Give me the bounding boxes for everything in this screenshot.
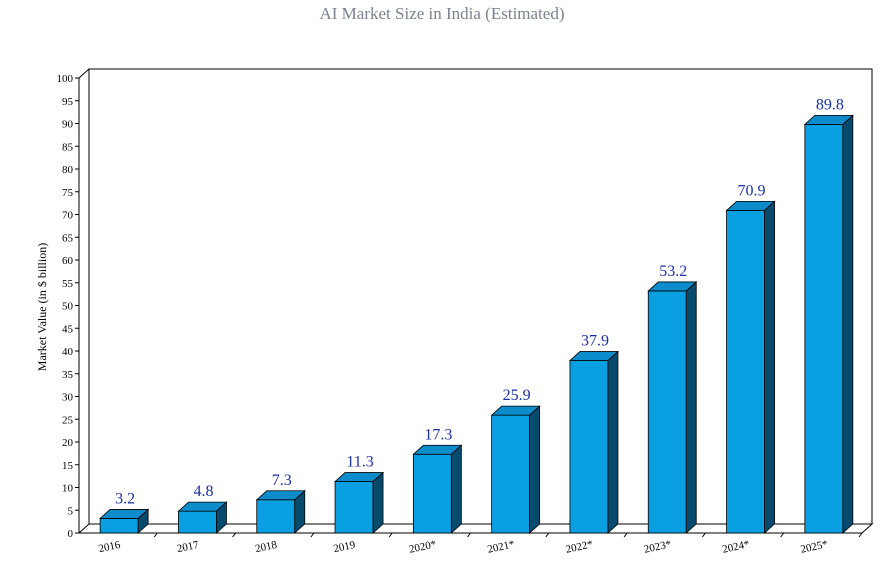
y-tick-label: 95 xyxy=(62,96,74,108)
bar-side xyxy=(372,471,384,534)
y-tick-label: 80 xyxy=(62,164,74,176)
bar-front xyxy=(726,210,765,534)
x-tick-label: 2018 xyxy=(254,539,279,555)
bar xyxy=(490,405,541,534)
x-tick-mark xyxy=(467,532,471,538)
data-label: 37.9 xyxy=(581,333,609,350)
y-tick-label: 30 xyxy=(62,392,74,404)
bar-side xyxy=(450,444,462,534)
chart-back-wall xyxy=(88,68,873,525)
bar xyxy=(255,489,306,534)
bar-front xyxy=(99,518,139,534)
y-tick-label: 0 xyxy=(68,528,74,540)
data-label: 17.3 xyxy=(424,426,452,443)
y-tick-label: 35 xyxy=(62,369,74,381)
x-tick-mark xyxy=(310,532,315,538)
y-tick-label: 100 xyxy=(57,73,74,85)
bar-front xyxy=(491,414,531,534)
data-label: 3.2 xyxy=(115,490,135,507)
bar-front xyxy=(412,453,452,534)
y-tick-label: 5 xyxy=(68,505,74,517)
data-label: 89.8 xyxy=(816,96,844,113)
data-label: 25.9 xyxy=(503,387,531,404)
y-tick-label: 50 xyxy=(62,301,74,313)
x-tick-mark xyxy=(232,532,237,538)
x-axis-ticks: 2016 2017 2018 2019 2020* 2021* 2022* 2023* 2024… xyxy=(98,532,863,556)
bar xyxy=(647,281,698,534)
bar-side xyxy=(137,508,149,534)
data-label: 4.8 xyxy=(193,483,213,500)
data-labels: 3.2 4.8 7.3 11.3 17.3 25.9 37.9 53.2 70.9 89.8 xyxy=(115,96,844,507)
bar xyxy=(334,471,385,534)
x-tick-mark xyxy=(545,532,550,538)
bar xyxy=(412,444,463,534)
x-tick-label: 2016 xyxy=(98,539,123,555)
x-tick-label: 2024* xyxy=(721,538,750,555)
y-tick-label: 45 xyxy=(62,323,74,335)
bar-side xyxy=(685,281,697,534)
bar-side xyxy=(294,489,306,534)
bar xyxy=(803,114,854,534)
y-axis-ticks: 0 5 10 15 20 25 30 35 40 45 50 55 60 65 70 75 80 85 90 95 10… xyxy=(57,73,79,540)
y-tick-label: 70 xyxy=(62,210,74,222)
axis-corner xyxy=(78,68,90,79)
bar-side xyxy=(764,200,775,534)
bars xyxy=(99,114,854,534)
y-tick-label: 75 xyxy=(62,187,74,199)
x-tick-mark xyxy=(702,532,706,538)
y-tick-label: 10 xyxy=(62,483,74,495)
bar-front xyxy=(647,290,687,534)
y-tick-label: 60 xyxy=(62,255,74,267)
y-tick-label: 20 xyxy=(62,437,74,449)
x-tick-mark xyxy=(153,532,158,538)
x-tick-label: 2020* xyxy=(408,538,437,555)
bar-side xyxy=(607,350,619,534)
x-tick-mark xyxy=(388,532,393,538)
y-tick-label: 90 xyxy=(62,119,74,131)
y-tick-label: 65 xyxy=(62,232,74,244)
data-label: 7.3 xyxy=(272,472,292,489)
bar xyxy=(725,200,776,534)
y-tick-label: 15 xyxy=(62,460,74,472)
bar xyxy=(177,501,228,534)
data-label: 70.9 xyxy=(738,182,766,199)
x-tick-label: 2017 xyxy=(176,539,201,555)
x-tick-label: 2022* xyxy=(565,538,594,555)
y-axis-label: Market Value (in $ billion) xyxy=(35,243,49,371)
x-tick-label: 2023* xyxy=(643,538,672,555)
x-tick-mark xyxy=(858,532,863,538)
y-tick-label: 25 xyxy=(62,414,74,426)
x-tick-mark xyxy=(623,532,628,538)
bar-front xyxy=(569,360,609,534)
bar xyxy=(99,508,150,534)
bar-side xyxy=(216,501,227,534)
bar-front xyxy=(334,481,374,534)
x-tick-label: 2021* xyxy=(486,538,515,555)
chart-title: AI Market Size in India (Estimated) xyxy=(319,4,564,23)
y-tick-label: 85 xyxy=(62,141,74,153)
y-tick-label: 55 xyxy=(62,278,74,290)
data-label: 53.2 xyxy=(659,263,687,280)
data-label: 11.3 xyxy=(346,454,373,471)
x-tick-label: 2025* xyxy=(800,538,829,555)
bar-front xyxy=(178,510,217,534)
x-tick-mark xyxy=(780,532,785,538)
bar-front xyxy=(804,124,844,534)
bar xyxy=(568,350,619,534)
bar-side xyxy=(529,405,541,534)
x-tick-label: 2019 xyxy=(332,539,357,555)
bar-side xyxy=(842,114,854,534)
bar-front xyxy=(256,499,296,534)
y-tick-label: 40 xyxy=(62,346,74,358)
